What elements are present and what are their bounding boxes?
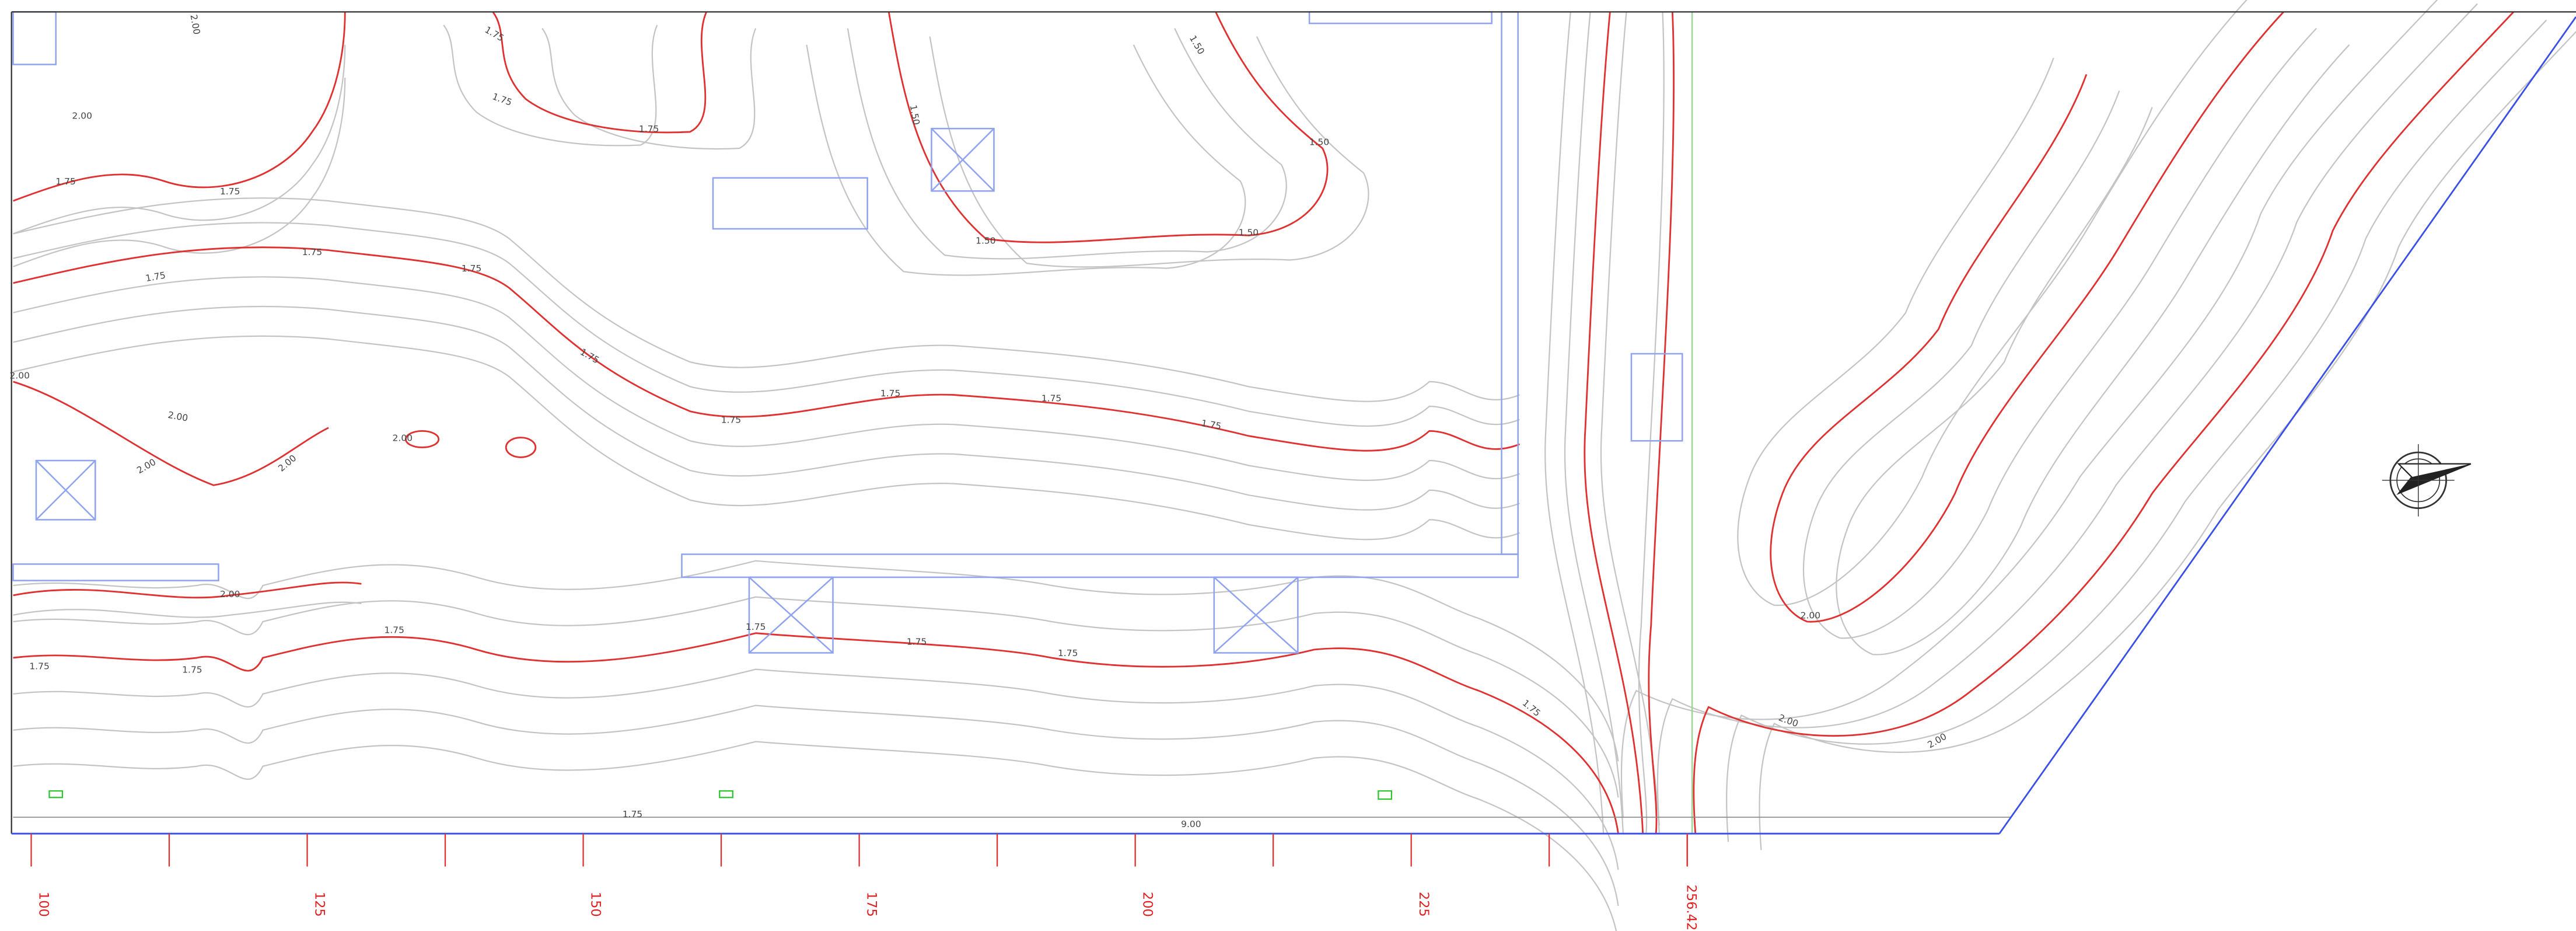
contour-label: 1.75 bbox=[220, 186, 240, 197]
station-label: 100 bbox=[36, 892, 51, 917]
minor-contours bbox=[12, 0, 2576, 931]
major-contours bbox=[12, 11, 2515, 835]
contour-label: 1.75 bbox=[302, 247, 322, 257]
contour-label: 1.75 bbox=[385, 625, 404, 636]
contour-label: 1.75 bbox=[1041, 393, 1061, 404]
contour-label: 1.50 bbox=[1309, 137, 1329, 147]
contour-label: 2.00 bbox=[167, 410, 188, 424]
contour-label: 2.00 bbox=[72, 110, 92, 121]
contour-label: 1.50 bbox=[908, 104, 922, 125]
contour-label: 1.75 bbox=[1201, 418, 1222, 432]
contour-label: 1.75 bbox=[55, 176, 75, 187]
contour-label: 1.50 bbox=[1187, 34, 1207, 57]
contour-labels: 2.00 1.75 1.75 1.75 2.00 1.75 1.75 1.75 1.75 1.75… bbox=[10, 13, 1949, 829]
contour-label: 1.75 bbox=[907, 636, 927, 647]
contour-label: 2.00 bbox=[393, 433, 413, 443]
station-axis: 100 125 150 175 200 225 256.42 bbox=[30, 834, 1699, 931]
north-arrow bbox=[2382, 444, 2472, 517]
contour-label: 1.75 bbox=[1058, 648, 1078, 658]
station-label: 200 bbox=[1140, 892, 1155, 917]
contour-label: 1.75 bbox=[578, 347, 601, 366]
contour-label: 2.00 bbox=[135, 456, 158, 476]
contour-label: 1.50 bbox=[1239, 227, 1259, 238]
contour-label: 2.00 bbox=[220, 589, 240, 599]
frame bbox=[11, 11, 2576, 835]
contour-label: 2.00 bbox=[10, 370, 30, 381]
contour-label: 2.00 bbox=[1801, 610, 1820, 620]
contour-label: 1.75 bbox=[1521, 698, 1543, 719]
station-label: 125 bbox=[312, 892, 327, 917]
contour-label: 1.50 bbox=[976, 235, 995, 246]
contour-label: 1.75 bbox=[746, 622, 766, 632]
contour-label: 1.75 bbox=[639, 124, 659, 134]
contour-label: 9.00 bbox=[1181, 819, 1201, 829]
contour-label: 1.75 bbox=[462, 263, 481, 274]
contour-label: 1.75 bbox=[721, 414, 741, 425]
contour-label: 2.00 bbox=[188, 13, 202, 35]
contour-label: 1.75 bbox=[145, 270, 166, 284]
contour-label: 1.75 bbox=[182, 664, 202, 675]
contour-label: 1.75 bbox=[623, 809, 642, 820]
contour-label: 2.00 bbox=[1926, 731, 1949, 751]
contour-label: 1.75 bbox=[491, 91, 513, 108]
station-label: 150 bbox=[588, 892, 603, 917]
contour-label: 2.00 bbox=[276, 453, 298, 474]
station-end-label: 256.42 bbox=[1684, 885, 1699, 931]
contour-label: 1.75 bbox=[880, 388, 900, 399]
station-label: 225 bbox=[1416, 892, 1431, 917]
contour-label: 1.75 bbox=[29, 661, 49, 672]
station-label: 175 bbox=[864, 892, 879, 917]
structures bbox=[12, 11, 1693, 834]
